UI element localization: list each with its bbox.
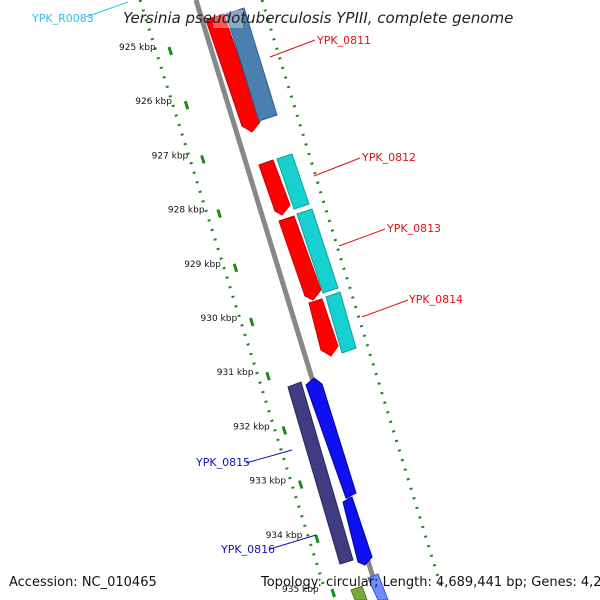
major-tick <box>232 263 239 273</box>
gene-labels: YPK_R0083 YPK_0811 YPK_0812 YPK_0813 YPK… <box>31 12 463 556</box>
tick-label: 926 kbp <box>135 97 172 107</box>
feature-ypk-0811[interactable] <box>205 13 261 133</box>
inner-tick-ring <box>138 0 336 598</box>
gene-label-ypk-0811[interactable]: YPK_0811 <box>316 34 371 47</box>
map-title: Yersinia pseudotuberculosis YPIII, compl… <box>123 9 513 27</box>
leader-ypk-0811 <box>269 39 316 58</box>
feature-ypk-0815-left[interactable] <box>287 381 354 565</box>
tick-label: 935 kbp <box>282 585 319 595</box>
feature-ypk-0813[interactable] <box>278 215 322 301</box>
tick-label: 927 kbp <box>152 151 189 161</box>
tick-label: 929 kbp <box>184 260 221 270</box>
feature-ypk-0816[interactable] <box>342 496 373 566</box>
major-tick <box>249 317 255 327</box>
features <box>205 7 389 600</box>
tick-label: 925 kbp <box>119 43 156 53</box>
feature-ypk-0811-product[interactable] <box>225 7 278 122</box>
leader-ypk-0813 <box>338 228 386 247</box>
gene-label-ypk-0812[interactable]: YPK_0812 <box>361 151 416 164</box>
tick-label: 933 kbp <box>249 477 286 487</box>
leader-ypk-0814 <box>361 299 409 318</box>
leader-ypk-0815 <box>245 449 293 464</box>
major-tick <box>281 425 288 435</box>
tick-labels: 925 kbp 926 kbp 927 kbp 928 kbp 929 kbp 930 k… <box>119 43 319 595</box>
leader-ypk-r0083 <box>85 1 129 18</box>
tick-label: 934 kbp <box>266 531 303 541</box>
tick-label: 928 kbp <box>168 206 205 216</box>
feature-ypk-0814-product[interactable] <box>325 291 357 354</box>
tick-label: 931 kbp <box>217 368 254 378</box>
major-tick <box>297 480 304 490</box>
major-tick <box>167 46 173 56</box>
tick-label: 932 kbp <box>233 422 270 432</box>
major-tick <box>183 100 190 110</box>
major-tick <box>314 534 320 544</box>
accession-text: Accession: NC_010465 <box>9 575 157 590</box>
feature-bottom-green[interactable] <box>350 585 368 600</box>
feature-ypk-0812-product[interactable] <box>276 153 310 210</box>
major-tick <box>265 371 271 381</box>
major-tick <box>216 209 222 219</box>
major-tick <box>330 588 336 598</box>
tick-label: 930 kbp <box>201 314 238 324</box>
leader-ypk-0812 <box>313 157 361 177</box>
feature-ypk-0815[interactable] <box>305 377 357 499</box>
feature-ypk-0813-product[interactable] <box>296 208 339 294</box>
leader-lines <box>85 1 409 550</box>
gene-label-ypk-0816[interactable]: YPK_0816 <box>220 543 275 556</box>
gene-label-ypk-0815[interactable]: YPK_0815 <box>195 456 250 469</box>
feature-ypk-0814[interactable] <box>308 298 339 357</box>
leader-ypk-0816 <box>269 534 317 550</box>
gene-label-ypk-r0083[interactable]: YPK_R0083 <box>31 12 94 25</box>
feature-bottom-blue[interactable] <box>367 573 389 600</box>
gene-label-ypk-0813[interactable]: YPK_0813 <box>386 222 441 235</box>
major-tick <box>200 154 206 164</box>
gene-label-ypk-0814[interactable]: YPK_0814 <box>408 293 463 306</box>
major-tick-marks <box>167 46 336 598</box>
topology-text: Topology: circular; Length: 4,689,441 bp… <box>260 575 600 590</box>
feature-ypk-0812[interactable] <box>258 159 291 216</box>
